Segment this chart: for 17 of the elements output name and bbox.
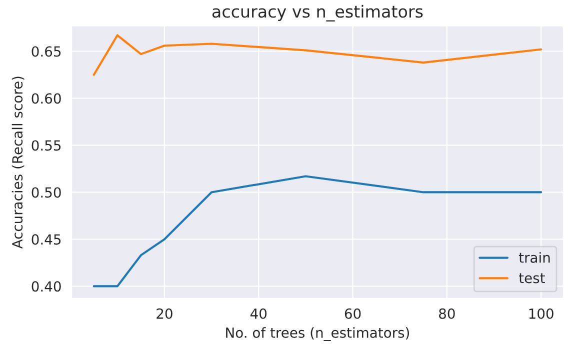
x-tick-label: 100	[529, 308, 554, 319]
x-tick-label: 40	[250, 308, 267, 319]
y-tick-label: 0.60	[32, 93, 61, 104]
chart-title: accuracy vs n_estimators	[212, 4, 423, 22]
x-tick-label: 60	[344, 308, 361, 319]
line-series	[92, 34, 542, 76]
y-tick-label: 0.55	[32, 140, 61, 151]
y-tick-label: 0.65	[32, 46, 61, 57]
y-axis-title: Accuracies (Recall score)	[12, 76, 24, 249]
legend-label: train	[518, 252, 550, 263]
x-axis-title: No. of trees (n_estimators)	[226, 327, 409, 341]
x-tick-label: 20	[156, 308, 172, 319]
y-tick-label: 0.40	[32, 281, 61, 292]
y-tick-label: 0.45	[32, 234, 61, 245]
x-tick-label: 80	[439, 308, 455, 319]
y-tick-label: 0.50	[32, 187, 61, 198]
legend-label: test	[518, 273, 545, 284]
